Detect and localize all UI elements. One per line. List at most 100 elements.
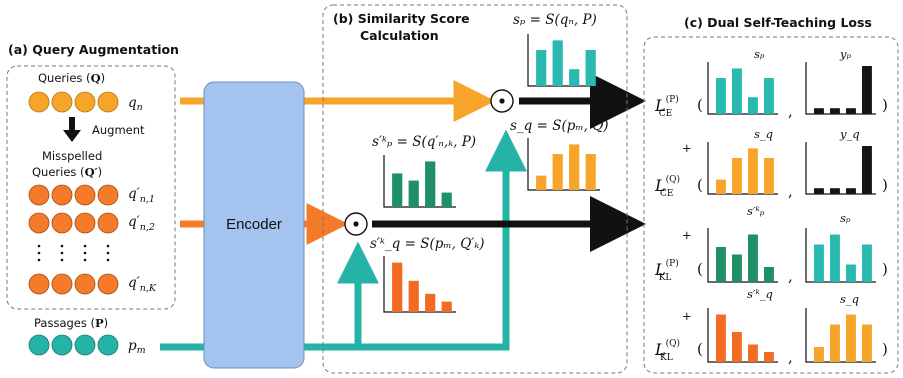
query-circle (97, 91, 119, 113)
section-c-dashed-box (643, 36, 899, 374)
sp-formula: sₚ = S(qₙ, P) (513, 12, 597, 28)
query-variable: qn (128, 95, 143, 113)
loss-row-ce-q: + s_q y_q L(Q) CE ( , ) (654, 127, 888, 200)
chart-bar (732, 68, 742, 114)
section-a-query-augmentation: (a) Query Augmentation Queries (Q) qn Au… (6, 42, 179, 356)
chart-bar (408, 180, 419, 207)
section-c-loss: (c) Dual Self-Teaching Loss sₚ yₚ L(P) CE… (643, 15, 899, 374)
chart-bar (585, 50, 596, 86)
query-circles-row (28, 91, 119, 113)
loss-row-2-close-paren: ) (882, 176, 888, 194)
loss-row-1-close-paren: ) (882, 96, 888, 114)
chart-bar (814, 244, 824, 282)
chart-bar (748, 97, 758, 114)
loss-row-3-plus: + (682, 228, 692, 242)
spk-formula: s′ᵏₚ = S(q′ₙ,ₖ, P) (372, 134, 476, 150)
chart-bar (732, 158, 742, 194)
loss-row-1-comma: , (788, 102, 793, 120)
misspelled-row-k (28, 273, 119, 295)
chart-bar (830, 324, 840, 362)
chart-bar (830, 188, 840, 194)
chart-bar (862, 324, 872, 362)
chart-bar (552, 40, 563, 86)
section-b-title-line1: (b) Similarity Score (333, 11, 470, 26)
dot-operator-bottom (344, 212, 368, 236)
chart-bar (732, 254, 742, 282)
chart-bar (716, 78, 726, 114)
loss-row-3-open-paren: ( (697, 260, 703, 278)
dot-operator-top (490, 89, 514, 113)
chart-c-r1-left (707, 62, 778, 115)
chart-bar (569, 69, 580, 86)
query-circle (28, 91, 50, 113)
chart-bar (764, 158, 774, 194)
loss-row-3-close-paren: ) (882, 260, 888, 278)
loss-row-4-comma: , (788, 348, 793, 366)
queries-label: Queries (Q) (38, 71, 105, 85)
misspelled-row-2 (28, 212, 119, 234)
loss-row-4-symbol: L(Q) KL (654, 338, 680, 363)
chart-bar (846, 314, 856, 362)
loss-row-1-right-label: yₚ (839, 47, 851, 61)
misspelled-variable-2: q′n,2 (128, 214, 155, 233)
misspelled-row-1 (28, 184, 119, 206)
encoder-box (203, 81, 305, 369)
section-a-dashed-box (6, 65, 176, 310)
chart-bar (536, 50, 547, 86)
loss-row-4-right-label: s_q (840, 292, 859, 306)
passage-circles-row (28, 334, 119, 356)
chart-bar (846, 188, 856, 194)
loss-row-kl-q: + s′ᵏ_q s_q L(Q) KL ( , ) (654, 287, 888, 366)
chart-bar (392, 173, 403, 207)
loss-row-3-symbol: L(P) KL (654, 258, 679, 283)
chart-bar (814, 347, 824, 362)
chart-bar (748, 344, 758, 362)
chart-bar (732, 332, 742, 362)
chart-c-r1-right (805, 62, 876, 115)
chart-bar (552, 154, 563, 190)
chart-bar (425, 161, 436, 207)
chart-bar (814, 188, 824, 194)
section-b-title-line2: Calculation (360, 28, 439, 43)
loss-row-2-plus: + (682, 141, 692, 155)
chart-bar (392, 262, 403, 312)
misspelled-label-line1: Misspelled (42, 149, 102, 163)
misspelled-variable-1: q′n,1 (128, 186, 155, 205)
loss-row-3-right-label: sₚ (840, 211, 851, 225)
chart-bar (862, 146, 872, 194)
chart-bar (716, 314, 726, 362)
chart-bar (846, 108, 856, 114)
chart-sp (527, 34, 600, 87)
chart-bar (585, 154, 596, 190)
loss-row-2-symbol: L(Q) CE (654, 174, 680, 199)
chart-bar (425, 293, 436, 312)
chart-c-r3-left (707, 228, 778, 283)
loss-row-3-left-label: s′ᵏₚ (747, 204, 765, 218)
chart-bar (748, 148, 758, 194)
chart-sq (527, 138, 600, 191)
section-b-similarity: (b) Similarity Score Calculation sₚ = S(… (322, 4, 628, 374)
loss-row-2-comma: , (788, 182, 793, 200)
chart-spk (383, 155, 456, 208)
loss-row-4-left-label: s′ᵏ_q (747, 287, 773, 301)
chart-c-r2-right (805, 142, 876, 195)
loss-row-1-symbol: L(P) CE (654, 94, 679, 119)
chart-bar (830, 234, 840, 282)
loss-row-ce-p: sₚ yₚ L(P) CE ( , ) (654, 47, 888, 120)
passages-label: Passages (P) (34, 316, 108, 330)
chart-c-r3-right (805, 228, 876, 283)
loss-row-2-left-label: s_q (754, 127, 773, 141)
chart-bar (764, 78, 774, 114)
chart-c-r4-right (805, 308, 876, 363)
sq-formula: s_q = S(pₘ, Q) (510, 118, 609, 134)
chart-bar (764, 352, 774, 362)
loss-row-1-left-label: sₚ (754, 47, 765, 61)
loss-row-2-right-label: y_q (839, 127, 860, 141)
chart-bar (441, 192, 452, 207)
chart-bar (716, 179, 726, 194)
loss-row-4-open-paren: ( (697, 340, 703, 358)
chart-bar (862, 66, 872, 114)
encoder-block: Encoder (203, 81, 305, 369)
vertical-ellipsis (37, 244, 110, 262)
